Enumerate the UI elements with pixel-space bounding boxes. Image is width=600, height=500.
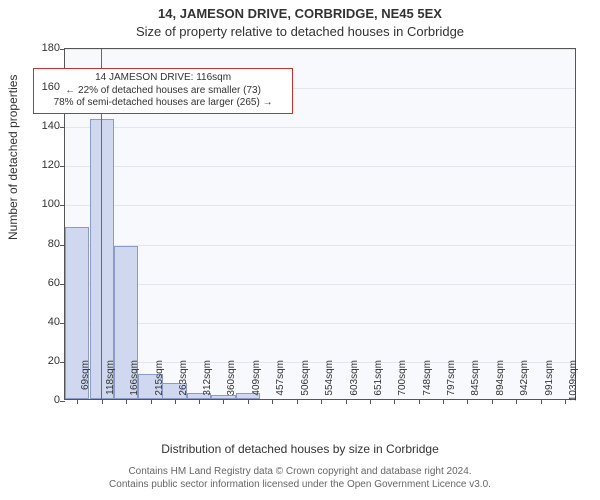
plot-area: 14 JAMESON DRIVE: 116sqm← 22% of detache… [64, 48, 576, 400]
x-tick-label: 797sqm [446, 360, 457, 406]
x-tick-label: 651sqm [373, 360, 384, 406]
x-tick-label: 360sqm [226, 360, 237, 406]
y-tick-label: 40 [26, 316, 60, 328]
x-tick-label: 312sqm [202, 360, 213, 406]
y-tick-label: 160 [26, 81, 60, 93]
x-tick-mark [175, 399, 176, 404]
y-tick-mark [60, 401, 65, 402]
footer-line1: Contains HM Land Registry data © Crown c… [128, 466, 471, 477]
gridline [65, 245, 575, 246]
x-tick-label: 700sqm [397, 360, 408, 406]
x-tick-label: 942sqm [519, 360, 530, 406]
x-tick-label: 845sqm [470, 360, 481, 406]
x-tick-label: 457sqm [275, 360, 286, 406]
x-tick-mark [77, 399, 78, 404]
y-tick-label: 60 [26, 277, 60, 289]
x-tick-mark [321, 399, 322, 404]
x-tick-mark [297, 399, 298, 404]
x-tick-label: 263sqm [178, 360, 189, 406]
y-tick-label: 140 [26, 120, 60, 132]
chart-title-address: 14, JAMESON DRIVE, CORBRIDGE, NE45 5EX [0, 6, 600, 21]
x-tick-mark [126, 399, 127, 404]
histogram-bar [90, 119, 114, 399]
x-tick-mark [541, 399, 542, 404]
y-tick-mark [60, 166, 65, 167]
x-tick-mark [223, 399, 224, 404]
x-tick-mark [565, 399, 566, 404]
x-tick-label: 69sqm [80, 360, 91, 406]
footer-line2: Contains public sector information licen… [109, 479, 491, 490]
annotation-box: 14 JAMESON DRIVE: 116sqm← 22% of detache… [33, 68, 293, 114]
x-tick-mark [492, 399, 493, 404]
x-tick-mark [272, 399, 273, 404]
x-tick-mark [394, 399, 395, 404]
y-tick-label: 80 [26, 238, 60, 250]
x-tick-label: 215sqm [154, 360, 165, 406]
x-tick-mark [151, 399, 152, 404]
gridline [65, 284, 575, 285]
x-tick-mark [516, 399, 517, 404]
x-tick-mark [443, 399, 444, 404]
x-tick-mark [199, 399, 200, 404]
gridline [65, 49, 575, 50]
chart-container: 14, JAMESON DRIVE, CORBRIDGE, NE45 5EX S… [0, 0, 600, 500]
y-tick-label: 0 [26, 394, 60, 406]
x-tick-label: 409sqm [251, 360, 262, 406]
x-tick-mark [346, 399, 347, 404]
gridline [65, 127, 575, 128]
y-axis-label: Number of detached properties [6, 75, 20, 240]
x-tick-label: 894sqm [495, 360, 506, 406]
x-tick-mark [467, 399, 468, 404]
gridline [65, 323, 575, 324]
x-tick-label: 748sqm [422, 360, 433, 406]
y-tick-label: 120 [26, 159, 60, 171]
x-tick-mark [370, 399, 371, 404]
x-tick-label: 991sqm [544, 360, 555, 406]
x-tick-label: 1039sqm [568, 360, 579, 406]
annotation-line1: 14 JAMESON DRIVE: 116sqm [40, 72, 286, 85]
y-tick-label: 180 [26, 42, 60, 54]
x-tick-label: 118sqm [105, 360, 116, 406]
y-tick-label: 20 [26, 355, 60, 367]
x-tick-label: 603sqm [349, 360, 360, 406]
x-tick-mark [419, 399, 420, 404]
x-tick-label: 506sqm [300, 360, 311, 406]
y-tick-mark [60, 49, 65, 50]
x-tick-mark [102, 399, 103, 404]
y-tick-label: 100 [26, 198, 60, 210]
x-axis-label: Distribution of detached houses by size … [0, 442, 600, 456]
chart-title-description: Size of property relative to detached ho… [0, 24, 600, 39]
x-tick-label: 554sqm [324, 360, 335, 406]
footer-attribution: Contains HM Land Registry data © Crown c… [0, 466, 600, 491]
gridline [65, 205, 575, 206]
annotation-line3: 78% of semi-detached houses are larger (… [40, 97, 286, 110]
annotation-line2: ← 22% of detached houses are smaller (73… [40, 85, 286, 98]
y-tick-mark [60, 127, 65, 128]
x-tick-label: 166sqm [129, 360, 140, 406]
x-tick-mark [248, 399, 249, 404]
gridline [65, 166, 575, 167]
y-tick-mark [60, 205, 65, 206]
